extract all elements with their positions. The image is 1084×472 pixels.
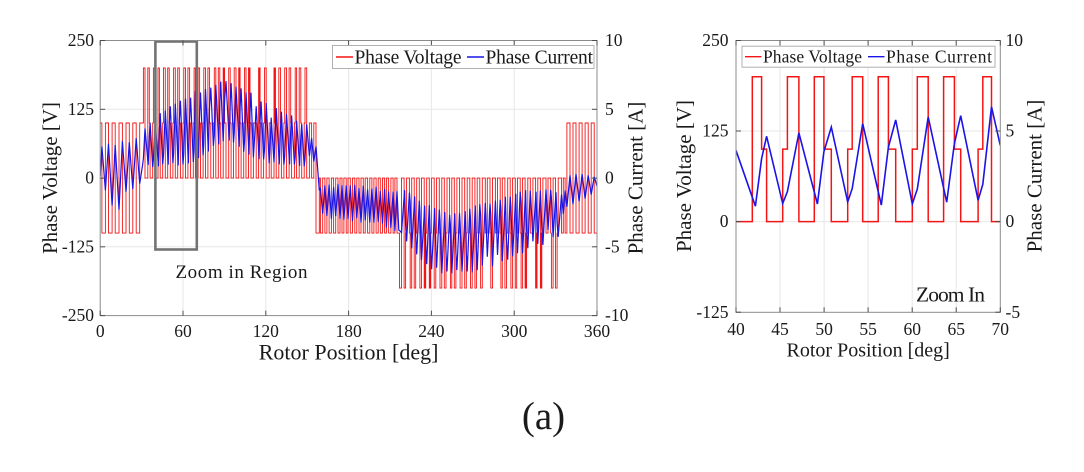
svg-text:0: 0 [96, 321, 105, 341]
svg-text:10: 10 [1006, 30, 1024, 50]
svg-text:-5: -5 [1006, 302, 1021, 322]
svg-text:10: 10 [605, 30, 623, 50]
svg-text:40: 40 [727, 319, 745, 339]
svg-text:300: 300 [501, 321, 528, 341]
svg-text:125: 125 [702, 121, 729, 141]
svg-text:45: 45 [771, 319, 789, 339]
svg-text:Rotor Position [deg]: Rotor Position [deg] [787, 340, 950, 362]
svg-text:(a): (a) [522, 395, 565, 438]
svg-text:-10: -10 [605, 305, 629, 325]
svg-text:Phase Current: Phase Current [886, 47, 992, 67]
svg-text:-125: -125 [696, 302, 728, 322]
svg-text:Phase Current: Phase Current [486, 48, 594, 69]
svg-text:0: 0 [85, 168, 94, 188]
svg-text:Phase Voltage: Phase Voltage [355, 48, 462, 69]
svg-text:250: 250 [68, 30, 95, 50]
svg-text:Rotor Position [deg]: Rotor Position [deg] [259, 340, 439, 365]
svg-text:60: 60 [903, 319, 921, 339]
svg-text:-125: -125 [62, 236, 94, 256]
svg-text:Zoom In: Zoom In [916, 283, 985, 307]
svg-text:65: 65 [947, 319, 965, 339]
svg-text:-250: -250 [62, 305, 94, 325]
svg-text:Phase Current [A]: Phase Current [A] [1023, 100, 1047, 253]
svg-text:Phase Voltage [V]: Phase Voltage [V] [672, 100, 696, 252]
svg-text:120: 120 [253, 321, 280, 341]
svg-text:Phase Current [A]: Phase Current [A] [624, 102, 648, 255]
svg-text:50: 50 [815, 319, 833, 339]
svg-text:250: 250 [702, 30, 729, 50]
svg-text:-5: -5 [605, 236, 620, 256]
svg-text:360: 360 [584, 321, 611, 341]
svg-text:0: 0 [605, 168, 614, 188]
svg-text:Phase Voltage [V]: Phase Voltage [V] [38, 102, 62, 254]
svg-text:60: 60 [174, 321, 192, 341]
svg-text:180: 180 [335, 321, 362, 341]
svg-text:125: 125 [68, 99, 95, 119]
svg-text:70: 70 [992, 319, 1010, 339]
svg-text:5: 5 [1006, 121, 1015, 141]
svg-text:0: 0 [720, 211, 729, 231]
svg-text:Phase Voltage: Phase Voltage [763, 47, 862, 67]
svg-text:Zoom in Region: Zoom in Region [176, 262, 309, 283]
svg-text:240: 240 [418, 321, 445, 341]
svg-text:0: 0 [1006, 211, 1015, 231]
svg-text:55: 55 [859, 319, 877, 339]
svg-text:5: 5 [605, 99, 614, 119]
